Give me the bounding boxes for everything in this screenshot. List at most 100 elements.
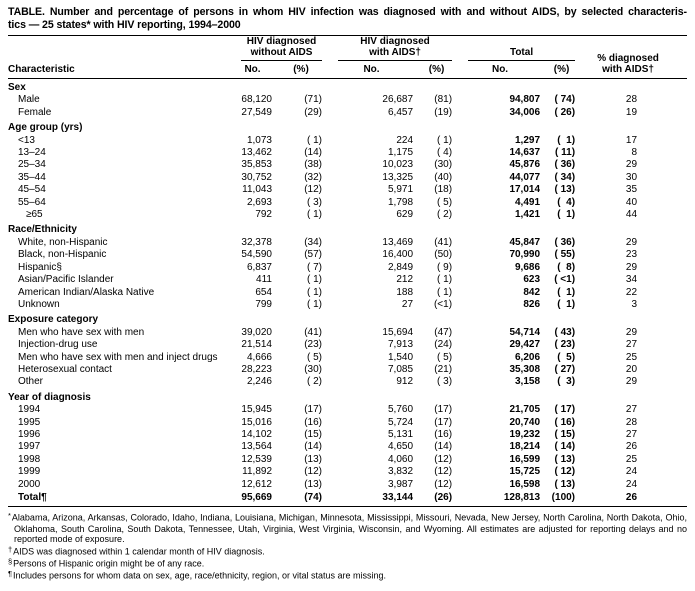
cell-no-total: 34,006: [509, 106, 541, 118]
cell-pct-with-aids: (12): [434, 453, 453, 465]
cell-no-with-aids: 5,131: [387, 428, 414, 440]
cell-no-without-aids: 12,539: [241, 453, 272, 465]
cell-pct-diagnosed: 29: [625, 261, 638, 273]
cell-characteristic: 1998: [18, 453, 41, 465]
cell-no-total: 6,206: [515, 351, 541, 363]
section-header-row: Year of diagnosis: [8, 389, 687, 404]
group-header-hiv-with-aids: HIV diagnosed with AIDS†: [330, 36, 460, 61]
cell-pct-total: ( 13): [554, 478, 576, 490]
table-head: Characteristic HIV diagnosed without AID…: [8, 36, 688, 79]
cell-no-without-aids: 799: [255, 298, 272, 310]
cell-pct-with-aids: (41): [434, 236, 453, 248]
cell-pct-with-aids: ( 5): [437, 351, 453, 363]
cell-no-with-aids: 13,325: [382, 171, 414, 183]
cell-no-with-aids: 7,913: [387, 339, 414, 351]
table-row: Hispanic§ 6,837 ( 7) 2,849 ( 9) 9,686 ( 8) 29: [8, 262, 687, 274]
table-row: 1999 11,892 (12) 3,832 (12) 15,725 ( 12) 24: [8, 466, 687, 478]
cell-no-without-aids: 14,102: [241, 428, 272, 440]
cell-characteristic: American Indian/Alaska Native: [18, 286, 155, 298]
cell-pct-without-aids: (29): [304, 106, 323, 118]
cell-pct-diagnosed: 29: [625, 236, 638, 248]
cell-no-with-aids: 5,724: [387, 416, 414, 428]
cell-pct-diagnosed: 20: [625, 363, 638, 375]
cell-pct-with-aids: ( 2): [437, 209, 453, 221]
cell-characteristic: 1996: [18, 428, 41, 440]
table-row: Heterosexual contact 28,223 (30) 7,085 (21) 3…: [8, 364, 687, 376]
characteristic-header: Characteristic: [8, 36, 233, 79]
cell-no-total: 44,077: [509, 171, 541, 183]
cell-pct-with-aids: (12): [434, 466, 453, 478]
cell-pct-diagnosed: 26: [625, 441, 638, 453]
title-rule: [8, 35, 687, 36]
cell-pct-with-aids: (12): [434, 478, 453, 490]
cell-no-with-aids: 7,085: [387, 363, 414, 375]
footnote-marker: §: [8, 556, 13, 566]
cell-characteristic: Male: [18, 94, 40, 106]
cell-pct-total: ( 11): [555, 147, 576, 159]
cell-pct-diagnosed: 29: [625, 376, 638, 388]
section-header: Sex: [8, 82, 26, 93]
group-header-hiv-without-aids-label: HIV diagnosed without AIDS: [241, 36, 323, 61]
cell-no-without-aids: 54,590: [241, 249, 272, 261]
cell-characteristic: 1997: [18, 441, 41, 453]
table-row: Men who have sex with men 39,020 (41) 15,69…: [8, 327, 687, 339]
cell-characteristic: 1999: [18, 466, 41, 478]
section-header: Race/Ethnicity: [8, 224, 77, 236]
table-row: Injection-drug use 21,514 (23) 7,913 (24) 29,…: [8, 339, 687, 351]
hiv-aids-table: Characteristic HIV diagnosed without AID…: [8, 36, 688, 508]
cell-no-without-aids: 11,892: [242, 466, 272, 478]
cell-no-total: 826: [523, 298, 541, 310]
cell-no-without-aids: 28,223: [241, 363, 272, 375]
table-body: Sex Male 68,120 (71) 26,687 (81) 94,807 ( 74) 28…: [8, 79, 688, 508]
cell-no-without-aids: 654: [255, 286, 272, 298]
cell-pct-total: ( 5): [557, 351, 576, 363]
group-header-total-label: Total: [468, 47, 576, 61]
cell-pct-without-aids: ( 1): [307, 286, 323, 298]
cell-no-total: 19,232: [509, 428, 541, 440]
cell-pct-with-aids: (17): [434, 416, 453, 428]
cell-pct-with-aids: (50): [434, 249, 453, 261]
cell-no-without-aids: 27,549: [241, 106, 272, 118]
cell-characteristic: 55–64: [18, 196, 46, 208]
group-header-total: Total: [460, 36, 583, 61]
footnote-marker: ¶: [8, 568, 13, 578]
cell-pct-without-aids: ( 7): [307, 261, 323, 273]
cell-pct-with-aids: ( 1): [437, 274, 453, 286]
cell-pct-with-aids: ( 5): [437, 196, 453, 208]
cell-pct-diagnosed: 30: [625, 171, 638, 183]
cell-no-total: 94,807: [509, 94, 541, 106]
cell-pct-with-aids: (17): [434, 404, 453, 416]
cell-pct-with-aids: (26): [421, 491, 461, 508]
group-header-hiv-without-aids: HIV diagnosed without AIDS: [233, 36, 330, 61]
cell-no-with-aids: 629: [396, 209, 414, 221]
cell-no-total: 128,813: [460, 491, 549, 508]
cell-pct-with-aids: (16): [434, 428, 453, 440]
no-header-1: No.: [233, 61, 280, 79]
table-row: Men who have sex with men and inject dru…: [8, 352, 687, 364]
cell-pct-total: ( 4): [557, 196, 576, 208]
cell-pct-without-aids: ( 5): [307, 351, 323, 363]
cell-pct-diagnosed: 27: [625, 404, 638, 416]
cell-no-with-aids: 1,798: [387, 196, 414, 208]
cell-no-without-aids: 2,693: [246, 196, 272, 208]
cell-no-without-aids: 95,669: [233, 491, 280, 508]
cell-no-with-aids: 1,540: [387, 351, 414, 363]
cell-pct-diagnosed: 8: [631, 147, 638, 159]
cell-characteristic: Total¶: [8, 491, 233, 508]
cell-no-total: 29,427: [509, 339, 541, 351]
cell-pct-with-aids: ( 1): [437, 286, 453, 298]
table-row: 2000 12,612 (13) 3,987 (12) 16,598 ( 13) 24: [8, 479, 687, 491]
cell-pct-diagnosed: 34: [625, 274, 638, 286]
table-row: Other 2,246 ( 2) 912 ( 3) 3,158 ( 3) 29: [8, 376, 687, 388]
footnote-text: Persons of Hispanic origin might be of a…: [13, 558, 205, 569]
cell-pct-diagnosed: 27: [625, 428, 638, 440]
cell-pct-without-aids: (15): [304, 428, 323, 440]
cell-no-total: 17,014: [509, 184, 541, 196]
cell-pct-diagnosed: 35: [625, 184, 638, 196]
cell-pct-without-aids: (13): [304, 478, 323, 490]
cell-pct-total: ( 55): [554, 249, 576, 261]
pct-diagnosed-header: % diagnosed with AIDS†: [583, 36, 688, 79]
table-row: Male 68,120 (71) 26,687 (81) 94,807 ( 74) 28: [8, 94, 687, 106]
cell-pct-without-aids: (14): [304, 441, 323, 453]
cell-no-total: 842: [523, 286, 541, 298]
